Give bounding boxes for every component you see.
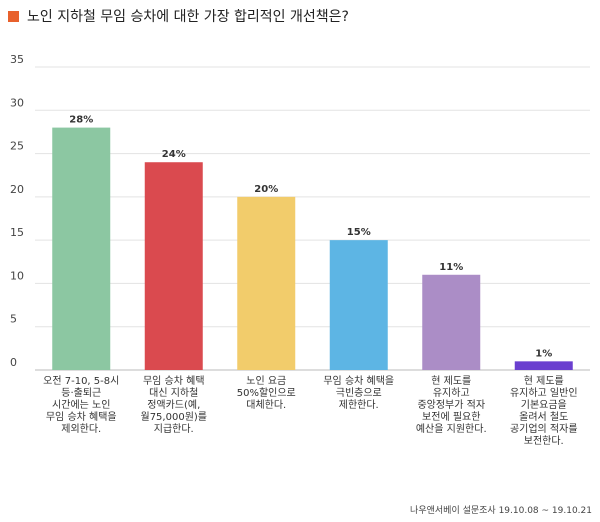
y-tick-label: 15 [10,226,24,239]
x-tick-label: 노인 요금 50%할인으로 대체한다. [237,375,296,411]
data-label: 24% [162,149,186,160]
bar [52,127,111,370]
bar [237,196,296,370]
y-tick-label: 0 [10,356,17,369]
data-label: 1% [535,348,552,359]
title-row: 노인 지하철 무임 승차에 대한 가장 합리적인 개선책은? [8,6,349,26]
bar [329,240,388,370]
x-tick-label: 현 제도를 유지하고 중앙정부가 적자 보전에 필요한 예산을 지원한다. [416,375,487,435]
y-tick-label: 5 [10,313,17,326]
x-tick-label: 오전 7-10, 5-8시 등·출퇴근 시간에는 노인 무임 승차 혜택을 제외한다. [43,375,119,435]
x-tick-label: 무임 승차 혜택을 극빈층으로 제한한다. [323,374,394,411]
y-tick-label: 10 [10,269,24,282]
x-tick-label: 현 제도를 유지하고 일반인 기본요금을 올려서 철도 공기업의 적자를 보전한다. [510,375,578,447]
survey-source: 나우앤서베이 설문조사 19.10.08 ~ 19.10.21 [410,506,592,516]
bar [422,274,481,370]
title-marker-icon [8,10,19,22]
y-tick-label: 25 [10,140,24,153]
data-label: 15% [347,227,371,238]
chart-title: 노인 지하철 무임 승차에 대한 가장 합리적인 개선책은? [27,9,349,25]
bar [144,162,203,370]
y-tick-label: 35 [10,53,24,66]
bar [514,361,573,370]
x-tick-label: 무임 승차 혜택 대신 지하철 정액카드(예, 월75,000원)를 지급한다. [141,374,208,435]
y-tick-label: 30 [10,96,24,109]
data-label: 20% [254,184,278,195]
data-label: 11% [439,262,463,273]
y-tick-label: 20 [10,183,24,196]
data-label: 28% [69,115,93,126]
